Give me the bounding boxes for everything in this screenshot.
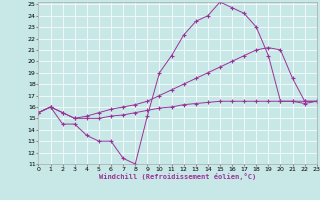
X-axis label: Windchill (Refroidissement éolien,°C): Windchill (Refroidissement éolien,°C)	[99, 173, 256, 180]
